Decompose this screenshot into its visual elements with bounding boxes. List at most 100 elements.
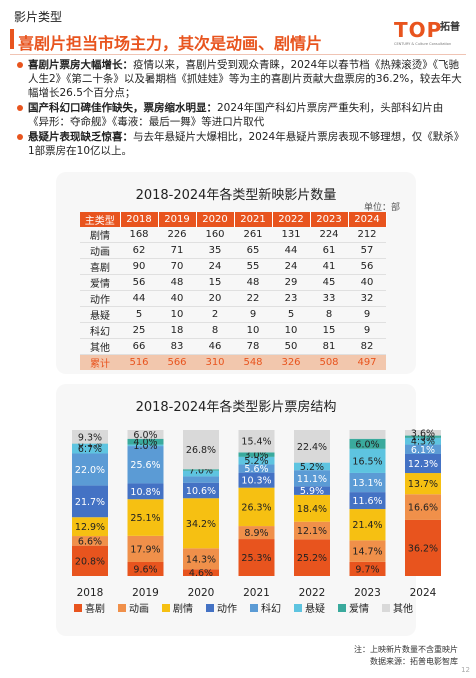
data-label: 9.6% (133, 565, 157, 576)
bar-segment (294, 486, 330, 495)
bar-segment (238, 472, 275, 488)
data-label: 13.7% (408, 479, 438, 490)
data-label: 12.1% (297, 526, 327, 537)
table-cell: 24 (272, 258, 310, 275)
data-label: 3.6% (411, 428, 435, 439)
table-cell: 44 (272, 242, 310, 259)
data-label: 6.0% (133, 430, 157, 441)
data-label: 14.7% (352, 547, 382, 558)
bar-segment (127, 499, 164, 536)
table-cell: 40 (158, 290, 196, 307)
finding-text: 疫情以来，喜剧片受到观众青睐，2024年以春节档《热辣滚烫》《飞驰人生2》《第二… (28, 59, 462, 99)
legend-swatch (162, 604, 170, 612)
bar-segment (72, 453, 108, 486)
table-cell: 48 (158, 274, 196, 291)
table-cell: 566 (158, 354, 196, 370)
bar-segment (294, 470, 330, 487)
legend-swatch (118, 604, 126, 612)
bar-segment (405, 430, 441, 436)
table-row-label: 悬疑 (80, 306, 120, 323)
data-label: 10.6% (186, 486, 216, 497)
data-label: 6.7% (78, 444, 102, 455)
data-label: 15.4% (241, 437, 271, 448)
bar-segment (405, 437, 441, 445)
x-tick-label: 2021 (243, 587, 270, 599)
table-cell: 90 (120, 258, 158, 275)
table-cell: 160 (196, 227, 234, 243)
bar-segment (405, 473, 441, 495)
bar-segment (72, 485, 108, 518)
data-label: 11.6% (352, 496, 382, 507)
table-cell: 212 (348, 227, 386, 243)
logo-subtitle: CENTURY & Culture Consultation (394, 42, 452, 46)
table-cell: 226 (158, 227, 196, 243)
data-label: 11.1% (297, 474, 327, 485)
table-cell: 25 (120, 322, 158, 339)
table-cell: 55 (234, 258, 272, 275)
table-cell: 56 (120, 274, 158, 291)
legend-swatch (250, 604, 258, 612)
table-cell: 20 (196, 290, 234, 307)
bar-segment (127, 438, 164, 445)
legend-label: 其他 (393, 602, 413, 615)
data-label: 10.8% (130, 487, 160, 498)
finding-lead: 悬疑片表现缺乏惊喜： (28, 131, 133, 143)
table-cell: 57 (348, 242, 386, 259)
legend-label: 科幻 (261, 602, 281, 615)
table-cell: 44 (120, 290, 158, 307)
data-label: 25.1% (130, 513, 160, 524)
bar-segment (349, 561, 386, 576)
data-label: 18.4% (297, 504, 327, 515)
table-row: 悬疑 5 10 2 9 5 8 9 (80, 306, 386, 323)
table-year-header: 2018 (120, 212, 159, 227)
table-header-row: 主类型 2018 2019 2020 2021 2022 2023 2024 (80, 212, 387, 227)
footnote: 注：上映新片数量不含重映片 (354, 645, 458, 654)
table-cell: 516 (120, 354, 158, 370)
bar-segment (72, 517, 108, 537)
bullet-dot-icon (17, 134, 23, 140)
x-tick-label: 2020 (188, 587, 215, 599)
bar-segment (405, 435, 441, 438)
data-source: 数据来源：拓普电影智库 (370, 657, 458, 666)
table-cell: 10 (158, 306, 196, 323)
data-label: 12.9% (75, 522, 105, 533)
data-label: 5.6% (244, 464, 268, 475)
data-label: 25.3% (241, 553, 271, 564)
finding-text: 与去年悬疑片大爆相比，2024年悬疑片票房表现不够理想，仅《默杀》1部票房在10… (28, 131, 459, 157)
table-year-header: 2020 (196, 212, 235, 227)
legend-label: 爱情 (349, 602, 369, 615)
finding-text: 2024年国产科幻片票房严重失利，头部科幻片由《异形：夺命舰》《毒液：最后一舞》… (28, 102, 444, 128)
table-cell: 46 (196, 338, 234, 355)
bar-segment (349, 509, 386, 541)
table-cell: 23 (272, 290, 310, 307)
table-corner-header: 主类型 (80, 212, 121, 227)
bar-segment (183, 430, 219, 470)
table-row: 科幻 25 18 8 10 10 15 9 (80, 322, 386, 339)
bar-segment (349, 540, 386, 562)
chart-title: 2018-2024年各类型影片票房结构 (135, 400, 337, 415)
table-cell: 18 (158, 322, 196, 339)
table-cell: 15 (196, 274, 234, 291)
key-findings: 喜剧片票房大幅增长：疫情以来，喜剧片受到观众青睐，2024年以春节档《热辣滚烫》… (14, 58, 464, 159)
table-cell: 508 (310, 354, 348, 370)
bar-segment (238, 452, 275, 457)
table-cell: 41 (310, 258, 348, 275)
table-title: 2018-2024年各类型新映影片数量 (135, 188, 337, 203)
data-label: 26.8% (186, 445, 216, 456)
table-cell: 131 (272, 227, 310, 243)
table-cell: 310 (196, 354, 234, 370)
page-title: 喜剧片担当市场主力，其次是动画、剧情片 (18, 34, 323, 53)
table-row: 剧情 168 226 160 261 131 224 212 (80, 227, 386, 243)
bar-segment (294, 494, 330, 522)
table-cell: 62 (120, 242, 158, 259)
data-label: 7.0% (189, 466, 213, 477)
table-cell: 32 (348, 290, 386, 307)
bar-segment (183, 569, 219, 576)
data-label: 22.4% (297, 442, 327, 453)
legend-swatch (294, 604, 302, 612)
data-label: 13.1% (352, 478, 382, 489)
bar-segment (405, 519, 441, 576)
table-cell: 65 (234, 242, 272, 259)
data-label: 16.5% (352, 456, 382, 467)
table-row: 其他 66 83 46 78 50 81 82 (80, 338, 386, 355)
